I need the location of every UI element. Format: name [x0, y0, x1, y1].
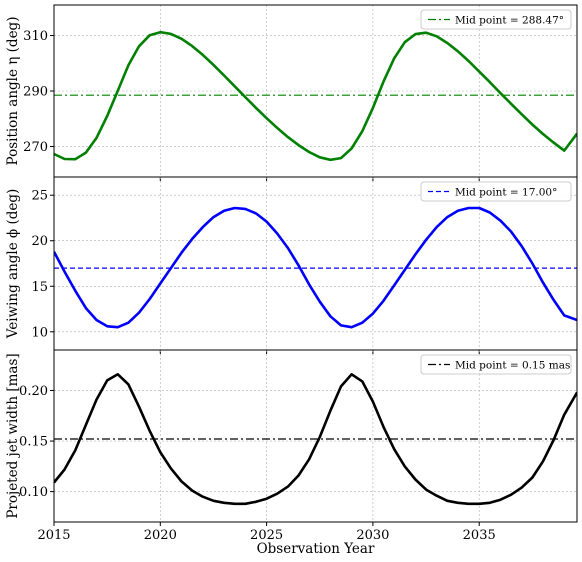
y-axis-label: Position angle η (deg)	[5, 17, 21, 166]
x-tick-label: 2015	[37, 528, 70, 543]
y-tick-label: 15	[31, 280, 48, 295]
legend-box	[420, 181, 572, 202]
legend: Mid point = 0.15 mas	[420, 354, 572, 375]
y-tick-label: 270	[23, 140, 48, 155]
data-series-line	[54, 206, 577, 329]
axes-frame	[53, 349, 578, 523]
y-tick-label: 0.15	[19, 435, 48, 450]
y-tick-label: 10	[31, 325, 48, 340]
x-tick-label: 2020	[144, 528, 177, 543]
y-axis-label: Projeted jet width [mas]	[5, 353, 21, 518]
y-tick-label: 0.20	[19, 384, 48, 399]
legend-label: Mid point = 0.15 mas	[455, 360, 570, 372]
x-tick-label: 2030	[356, 528, 389, 543]
legend: Mid point = 17.00°	[420, 181, 572, 202]
legend-label: Mid point = 288.47°	[455, 15, 564, 27]
y-axis-label: Veiwing angle ϕ (deg)	[5, 189, 21, 340]
x-axis-label: Observation Year	[257, 541, 375, 557]
x-tick-label: 2035	[463, 528, 496, 543]
legend-box	[420, 9, 572, 30]
axes-frame	[53, 176, 578, 351]
legend: Mid point = 288.47°	[420, 9, 572, 30]
y-tick-label: 20	[31, 234, 48, 249]
panel-3: 0.10 0.15 0.20 2015 2020 2025 2030 2035 Projeted…	[5, 349, 578, 543]
legend-box	[420, 354, 572, 375]
data-series-line	[54, 30, 577, 162]
x-tick-label: 2025	[250, 528, 283, 543]
y-tick-label: 290	[23, 85, 48, 100]
data-series-line	[54, 372, 577, 506]
y-tick-label: 25	[31, 189, 48, 204]
y-tick-label: 0.10	[19, 485, 48, 500]
y-tick-label: 310	[23, 29, 48, 44]
panel-2: 10 15 20 25 Veiwing angle ϕ (deg) Mid point =…	[5, 176, 578, 354]
legend-label: Mid point = 17.00°	[455, 187, 557, 199]
